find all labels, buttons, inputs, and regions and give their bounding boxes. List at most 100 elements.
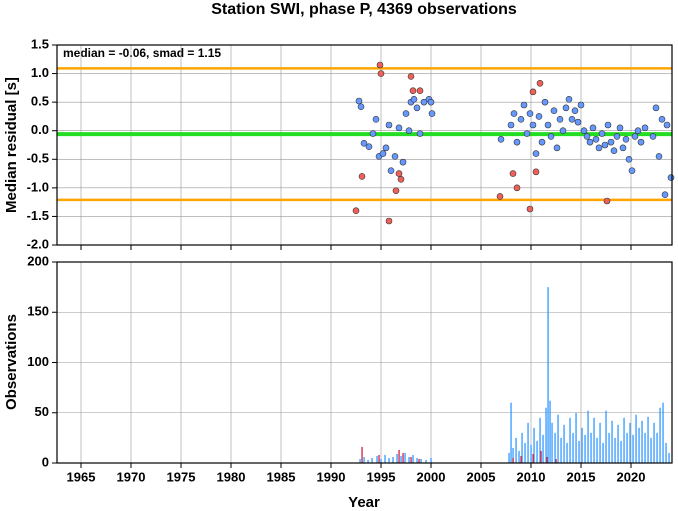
point <box>369 130 377 137</box>
bar <box>557 414 559 463</box>
point <box>399 158 407 166</box>
bar <box>425 459 427 463</box>
y-tick-label: -1.5 <box>27 208 49 223</box>
point <box>661 191 669 199</box>
point <box>365 143 373 151</box>
point <box>577 101 585 109</box>
chart-title: Station SWI, phase P, 4369 observations <box>211 1 517 18</box>
point <box>379 150 387 157</box>
bar <box>554 432 556 463</box>
point <box>595 144 603 152</box>
bar <box>641 420 643 463</box>
point <box>513 138 521 146</box>
bar <box>410 456 412 463</box>
point <box>409 87 417 95</box>
point <box>532 168 540 176</box>
point <box>358 173 366 180</box>
point <box>619 144 627 152</box>
point <box>405 127 413 135</box>
point <box>387 167 395 175</box>
bar <box>563 424 565 463</box>
y-tick-label: -1.0 <box>27 179 49 194</box>
bar <box>632 434 634 463</box>
bar <box>361 446 363 463</box>
point <box>517 115 525 123</box>
point <box>568 115 576 123</box>
bar <box>371 457 373 463</box>
x-tick-label: 2010 <box>517 469 546 484</box>
bar <box>536 440 538 463</box>
point <box>580 127 588 135</box>
bar <box>665 442 667 463</box>
bar <box>549 400 551 463</box>
point <box>496 193 504 200</box>
bar <box>518 450 520 463</box>
bar <box>611 420 613 463</box>
bar <box>398 449 400 463</box>
bar <box>388 457 390 463</box>
bar <box>668 452 670 463</box>
bar <box>367 459 369 463</box>
x-axis-label: Year <box>348 494 380 511</box>
bar <box>659 407 661 463</box>
y-tick-label: 0.5 <box>31 94 49 109</box>
point <box>634 127 642 135</box>
bar <box>508 452 510 463</box>
bar <box>404 452 406 463</box>
point <box>402 110 410 117</box>
bar <box>581 427 583 463</box>
point <box>377 70 385 77</box>
bar <box>530 444 532 463</box>
point <box>538 138 546 146</box>
bar <box>575 412 577 463</box>
point <box>628 167 636 175</box>
y-tick-label: 0.0 <box>31 122 49 137</box>
bar <box>626 432 628 463</box>
bar <box>540 450 542 463</box>
point <box>613 133 621 140</box>
bar <box>635 414 637 463</box>
bar <box>533 427 535 463</box>
bar <box>512 457 514 463</box>
bar <box>555 458 557 463</box>
y-tick-label: 1.5 <box>31 36 49 51</box>
bar <box>599 422 601 463</box>
y-axis-label: Median residual [s] <box>3 77 20 213</box>
bar <box>569 417 571 463</box>
bar <box>560 437 562 463</box>
bar <box>380 458 382 463</box>
point <box>497 135 505 143</box>
bar <box>392 456 394 463</box>
bar <box>572 432 574 463</box>
bar <box>623 417 625 463</box>
bar <box>653 422 655 463</box>
point <box>397 175 405 183</box>
point <box>556 115 564 123</box>
bar <box>605 410 607 463</box>
bar <box>551 422 553 463</box>
bar <box>524 442 526 463</box>
bar <box>614 437 616 463</box>
y-tick-label: 1.0 <box>31 65 49 80</box>
bar <box>656 432 658 463</box>
bar <box>650 437 652 463</box>
y-tick-label: 200 <box>27 253 49 268</box>
point <box>547 133 555 140</box>
point <box>513 184 521 192</box>
point <box>529 88 537 96</box>
point <box>529 121 537 129</box>
bar <box>532 453 534 463</box>
bar <box>416 457 418 463</box>
bar <box>384 454 386 463</box>
bar <box>602 442 604 463</box>
point <box>382 144 390 152</box>
y-tick-label: 50 <box>35 404 49 419</box>
bar <box>396 453 398 463</box>
point <box>559 127 567 135</box>
bar <box>378 454 380 463</box>
bar <box>584 434 586 463</box>
bar <box>420 458 422 463</box>
point <box>416 87 424 95</box>
point <box>565 95 573 103</box>
